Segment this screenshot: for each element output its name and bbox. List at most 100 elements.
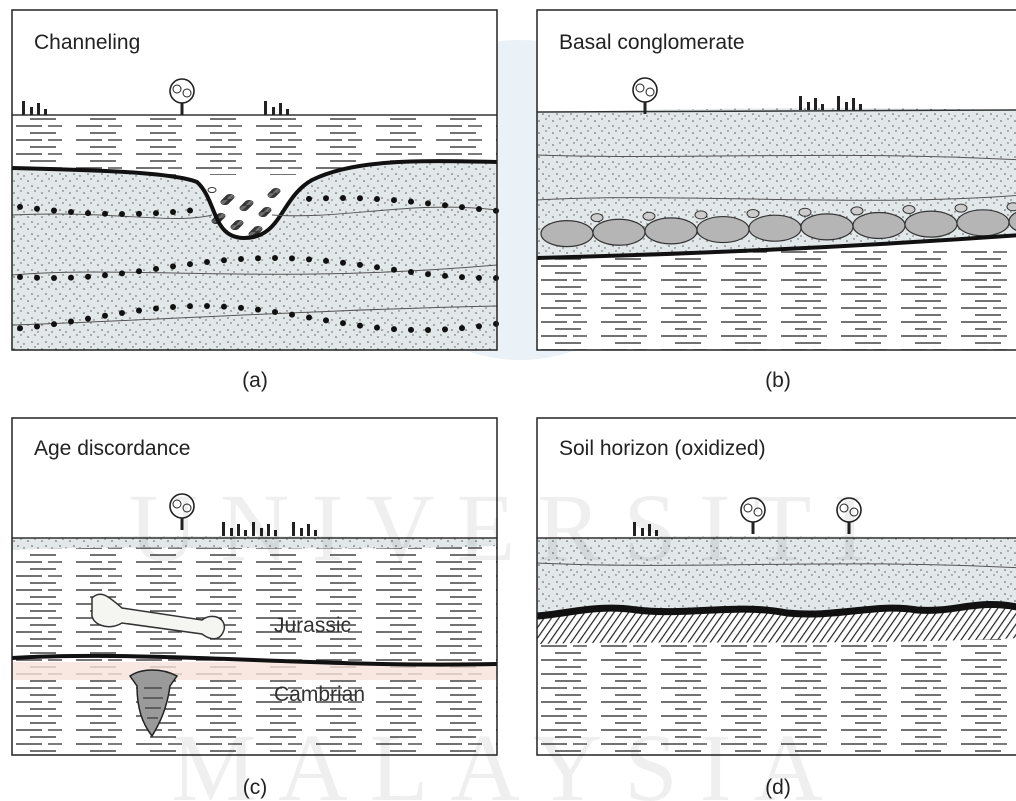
pebble-dot: [68, 274, 74, 281]
pebble-dot: [272, 255, 278, 262]
pebble-dot: [17, 203, 23, 210]
pebble-dot: [34, 323, 40, 330]
pebble-dot: [119, 270, 125, 277]
gravel: [694, 210, 708, 220]
pebble-dot: [323, 317, 329, 324]
pebble-dot: [51, 274, 57, 281]
cobble: [904, 210, 958, 238]
pebble-dot: [187, 261, 193, 268]
pebble-dot: [255, 255, 261, 262]
gravel: [902, 204, 916, 214]
gravel: [239, 205, 249, 211]
cobble: [748, 214, 802, 242]
panel-b: Basal conglomerate: [536, 9, 1016, 351]
pebble-dot: [34, 274, 40, 281]
pebble-dot: [391, 266, 397, 273]
cobble: [644, 217, 698, 245]
pebble-dot: [425, 200, 431, 207]
pebble-dot: [136, 307, 142, 314]
pebble-dot: [340, 195, 346, 202]
pebble-dot: [459, 274, 465, 281]
watermark: MALAYSIA: [171, 714, 845, 801]
pebble-dot: [153, 210, 159, 217]
panel-d: Soil horizon (oxidized): [536, 417, 1016, 756]
pebble-dot: [357, 195, 363, 202]
pebble-dot: [85, 210, 91, 217]
pebble-dot: [153, 265, 159, 272]
cobble: [956, 209, 1010, 237]
panel-title: Basal conglomerate: [559, 31, 745, 54]
pebble-dot: [136, 210, 142, 217]
gravel: [267, 192, 277, 198]
gravel: [207, 187, 217, 193]
pebble-dot: [204, 303, 210, 310]
pebble-dot: [17, 273, 23, 280]
pebble-dot: [68, 208, 74, 215]
gravel: [954, 203, 968, 213]
pebble-dot: [238, 255, 244, 262]
gravel: [258, 211, 268, 217]
gravel: [1006, 202, 1016, 212]
pebble-dot: [425, 271, 431, 278]
pebble-dot: [408, 198, 414, 205]
cobble: [800, 213, 854, 241]
pebble-dot: [442, 202, 448, 209]
cobble: [540, 220, 594, 248]
pebble-dot: [374, 324, 380, 331]
pebble-dot: [408, 269, 414, 276]
panel-c: Age discordance Jurassic Cambrian: [11, 417, 498, 756]
panel-caption: (b): [765, 369, 791, 392]
pebble-dot: [85, 273, 91, 280]
gravel: [268, 191, 278, 197]
pebble-dot: [204, 258, 210, 265]
cobble: [1008, 211, 1016, 231]
panel-title: Channeling: [34, 31, 140, 54]
panel-title: Age discordance: [34, 437, 190, 460]
pebble-dot: [221, 303, 227, 310]
pebble-dot: [357, 322, 363, 329]
pebble-dot: [493, 274, 499, 281]
pebble-dot: [476, 274, 482, 281]
pebble-dot: [85, 315, 91, 322]
gravel: [590, 213, 604, 223]
pebble-dot: [51, 207, 57, 214]
pebble-dot: [102, 210, 108, 217]
pebble-dot: [187, 207, 193, 214]
panel-a: Channeling: [11, 9, 499, 351]
gravel: [798, 207, 812, 217]
pebble-dot: [153, 305, 159, 312]
pebble-dot: [493, 207, 499, 214]
panel-caption: (c): [243, 776, 268, 799]
gravel: [642, 211, 656, 221]
pebble-dot: [323, 195, 329, 202]
gravel: [230, 224, 240, 230]
gravel: [746, 209, 760, 219]
pebble-dot: [306, 256, 312, 263]
pebble-dot: [34, 205, 40, 212]
pebble-dot: [51, 321, 57, 328]
pebble-dot: [170, 208, 176, 215]
pebble-dot: [476, 206, 482, 213]
pebble-dot: [391, 197, 397, 204]
pebble-dot: [459, 204, 465, 211]
pebble-dot: [170, 263, 176, 270]
pebble-dot: [68, 318, 74, 325]
pebble-dot: [17, 325, 23, 332]
pebble-dot: [459, 325, 465, 332]
pebble-dot: [374, 195, 380, 202]
watermark: UNIVERSITI: [129, 474, 888, 581]
gravel: [220, 199, 230, 205]
era-label: Jurassic: [274, 614, 351, 637]
pebble-dot: [374, 264, 380, 271]
pebble-dot: [306, 314, 312, 321]
pebble-dot: [340, 259, 346, 266]
pebble-dot: [442, 272, 448, 279]
pebble-dot: [272, 308, 278, 315]
panel-title: Soil horizon (oxidized): [559, 437, 766, 460]
pebble-dot: [102, 272, 108, 279]
pebble-dot: [408, 326, 414, 333]
pebble-dot: [170, 304, 176, 311]
gravel: [240, 204, 250, 210]
gravel: [259, 210, 269, 216]
